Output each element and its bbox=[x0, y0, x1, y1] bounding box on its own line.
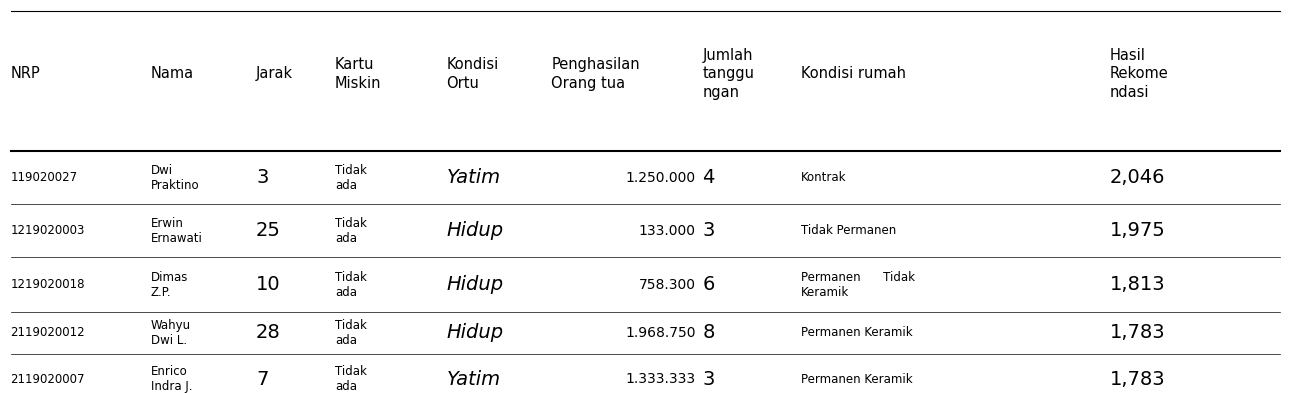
Text: Hidup: Hidup bbox=[446, 275, 504, 294]
Text: 1,975: 1,975 bbox=[1109, 221, 1165, 240]
Text: 119020027: 119020027 bbox=[11, 171, 77, 184]
Text: 6: 6 bbox=[702, 275, 714, 294]
Text: Tidak
ada: Tidak ada bbox=[335, 271, 366, 299]
Text: Tidak Permanen: Tidak Permanen bbox=[801, 224, 897, 237]
Text: Tidak
ada: Tidak ada bbox=[335, 365, 366, 393]
Text: Enrico
Indra J.: Enrico Indra J. bbox=[151, 365, 193, 393]
Text: 758.300: 758.300 bbox=[639, 277, 696, 292]
Text: Permanen      Tidak
Keramik: Permanen Tidak Keramik bbox=[801, 271, 915, 299]
Text: 1,783: 1,783 bbox=[1109, 323, 1165, 342]
Text: 1.333.333: 1.333.333 bbox=[626, 372, 696, 386]
Text: Tidak
ada: Tidak ada bbox=[335, 217, 366, 245]
Text: Dwi
Praktino: Dwi Praktino bbox=[151, 164, 200, 192]
Text: Jarak: Jarak bbox=[256, 66, 293, 81]
Text: 133.000: 133.000 bbox=[639, 224, 696, 238]
Text: 3: 3 bbox=[702, 221, 714, 240]
Text: 1219020003: 1219020003 bbox=[11, 224, 85, 237]
Text: 2119020012: 2119020012 bbox=[11, 326, 85, 339]
Text: 1,783: 1,783 bbox=[1109, 370, 1165, 389]
Text: 8: 8 bbox=[702, 323, 714, 342]
Text: Erwin
Ernawati: Erwin Ernawati bbox=[151, 217, 204, 245]
Text: 2,046: 2,046 bbox=[1109, 168, 1165, 187]
Text: Kontrak: Kontrak bbox=[801, 171, 847, 184]
Text: 7: 7 bbox=[256, 370, 268, 389]
Text: 1,813: 1,813 bbox=[1109, 275, 1165, 294]
Text: 2119020007: 2119020007 bbox=[11, 373, 85, 386]
Text: NRP: NRP bbox=[11, 66, 41, 81]
Text: Penghasilan
Orang tua: Penghasilan Orang tua bbox=[551, 57, 639, 90]
Text: Kondisi rumah: Kondisi rumah bbox=[801, 66, 906, 81]
Text: Wahyu
Dwi L.: Wahyu Dwi L. bbox=[151, 319, 192, 347]
Text: Permanen Keramik: Permanen Keramik bbox=[801, 373, 913, 386]
Text: Tidak
ada: Tidak ada bbox=[335, 164, 366, 192]
Text: Kartu
Miskin: Kartu Miskin bbox=[335, 57, 381, 90]
Text: Tidak
ada: Tidak ada bbox=[335, 319, 366, 347]
Text: 25: 25 bbox=[256, 221, 281, 240]
Text: Permanen Keramik: Permanen Keramik bbox=[801, 326, 913, 339]
Text: Hidup: Hidup bbox=[446, 221, 504, 240]
Text: Kondisi
Ortu: Kondisi Ortu bbox=[446, 57, 499, 90]
Text: Jumlah
tanggu
ngan: Jumlah tanggu ngan bbox=[702, 48, 755, 100]
Text: 28: 28 bbox=[256, 323, 281, 342]
Text: Dimas
Z.P.: Dimas Z.P. bbox=[151, 271, 188, 299]
Text: Yatim: Yatim bbox=[446, 370, 500, 389]
Text: 3: 3 bbox=[256, 168, 268, 187]
Text: Hasil
Rekome
ndasi: Hasil Rekome ndasi bbox=[1109, 48, 1169, 100]
Text: 3: 3 bbox=[702, 370, 714, 389]
Text: 10: 10 bbox=[256, 275, 281, 294]
Text: 1.968.750: 1.968.750 bbox=[625, 326, 696, 340]
Text: Hidup: Hidup bbox=[446, 323, 504, 342]
Text: Nama: Nama bbox=[151, 66, 194, 81]
Text: Yatim: Yatim bbox=[446, 168, 500, 187]
Text: 1.250.000: 1.250.000 bbox=[626, 171, 696, 185]
Text: 1219020018: 1219020018 bbox=[11, 278, 85, 291]
Text: 4: 4 bbox=[702, 168, 714, 187]
